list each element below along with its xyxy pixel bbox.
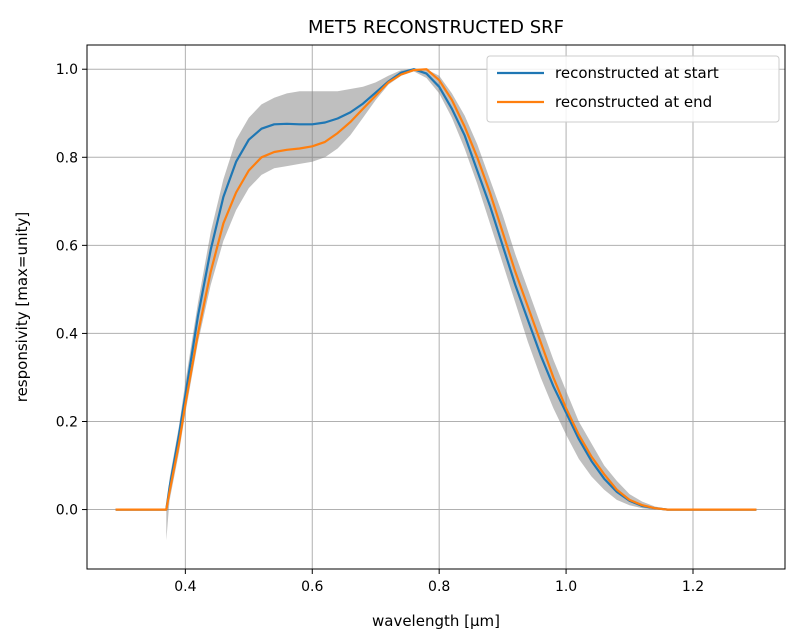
legend-label-start: reconstructed at start (555, 64, 719, 82)
legend: reconstructed at start reconstructed at … (486, 55, 780, 123)
plot-frame (86, 44, 786, 570)
x-axis-ticks: 0.4 0.6 0.8 1.0 1.2 (174, 569, 704, 595)
uncertainty-band-layer (166, 69, 681, 541)
series-line-1 (115, 68, 757, 511)
legend-label-end: reconstructed at end (555, 93, 712, 111)
y-tick-label-5: 1.0 (56, 62, 78, 78)
series-layer (115, 68, 757, 511)
x-tick-label-2: 0.8 (428, 579, 450, 595)
x-tick-label-0: 0.4 (174, 579, 196, 595)
x-axis-label: wavelength [μm] (372, 612, 500, 630)
legend-box (486, 55, 780, 123)
chart-title: MET5 RECONSTRUCTED SRF (308, 17, 564, 38)
y-tick-label-4: 0.8 (56, 150, 78, 166)
x-tick-label-1: 0.6 (301, 579, 323, 595)
y-tick-label-2: 0.4 (56, 326, 78, 342)
x-tick-label-4: 1.2 (682, 579, 704, 595)
grid-lines (87, 45, 785, 569)
y-axis-ticks: 0.0 0.2 0.4 0.6 0.8 1.0 (56, 62, 87, 519)
series-line-0 (115, 68, 757, 511)
y-axis-label: responsivity [max=unity] (13, 212, 31, 403)
y-tick-label-0: 0.0 (56, 503, 78, 519)
y-tick-label-3: 0.6 (56, 238, 78, 254)
y-tick-label-1: 0.2 (56, 414, 78, 430)
x-tick-label-3: 1.0 (555, 579, 577, 595)
uncertainty-band (166, 69, 681, 541)
